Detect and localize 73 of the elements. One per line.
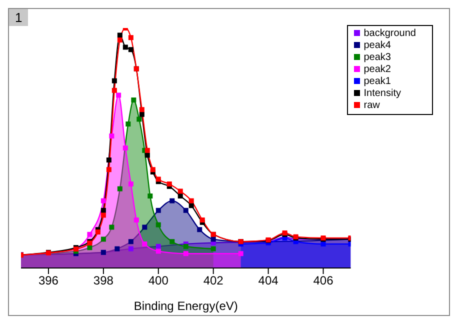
point: [142, 242, 148, 246]
point: [178, 194, 183, 198]
point: [197, 227, 202, 232]
point: [128, 182, 134, 186]
point: [117, 38, 122, 42]
point: [156, 208, 161, 213]
point: [131, 98, 136, 102]
point: [183, 208, 188, 213]
point: [156, 176, 161, 182]
text: 1: [9, 9, 28, 26]
point: [210, 236, 216, 242]
point: [116, 92, 122, 98]
point: [128, 246, 134, 252]
legend-label: peak2: [364, 64, 391, 75]
point: [100, 212, 106, 218]
point: [166, 182, 172, 186]
point: [87, 245, 92, 250]
point: [136, 116, 142, 122]
point: [156, 244, 161, 249]
point: [109, 134, 114, 138]
point: [128, 239, 134, 244]
point: [117, 186, 122, 192]
x-tick-label: 404: [258, 274, 279, 288]
point: [156, 222, 161, 228]
x-tick-label: 402: [203, 274, 224, 288]
point: [128, 47, 134, 52]
point: [122, 146, 128, 150]
point: [95, 230, 100, 234]
point: [87, 232, 92, 237]
point: [109, 224, 114, 230]
point: [188, 203, 194, 208]
point: [112, 78, 117, 84]
point: [188, 198, 194, 204]
x-axis-title: Binding Energy(eV): [134, 299, 238, 313]
point: [128, 35, 134, 40]
point: [142, 224, 148, 230]
point: [126, 122, 131, 126]
point: [134, 218, 139, 222]
point: [112, 88, 117, 93]
point: [106, 167, 112, 172]
point: [144, 152, 150, 158]
point: [106, 158, 112, 162]
legend-label: raw: [364, 100, 380, 111]
legend-label: peak4: [364, 40, 391, 51]
point: [178, 188, 183, 194]
point: [100, 198, 106, 204]
point: [170, 198, 175, 204]
x-tick-label: 396: [38, 274, 59, 288]
point: [100, 236, 106, 242]
point: [238, 251, 244, 256]
point: [210, 246, 216, 252]
point: [183, 251, 188, 256]
x-tick-label: 398: [93, 274, 114, 288]
point: [100, 208, 106, 213]
point: [122, 44, 128, 50]
point: [320, 242, 326, 246]
x-tick-label: 400: [148, 274, 169, 288]
legend-label: peak3: [364, 52, 391, 63]
legend-label: Intensity: [364, 88, 401, 99]
point: [170, 239, 175, 244]
point: [150, 167, 156, 172]
point: [148, 194, 153, 198]
point: [144, 148, 150, 153]
point: [139, 112, 144, 117]
legend-label: peak1: [364, 76, 391, 87]
x-tick-label: 406: [313, 274, 334, 288]
legend-label: background: [364, 28, 416, 39]
point: [200, 218, 205, 222]
point: [156, 248, 161, 254]
point: [183, 244, 188, 249]
point: [117, 32, 122, 38]
point: [114, 246, 120, 252]
point: [139, 107, 144, 112]
